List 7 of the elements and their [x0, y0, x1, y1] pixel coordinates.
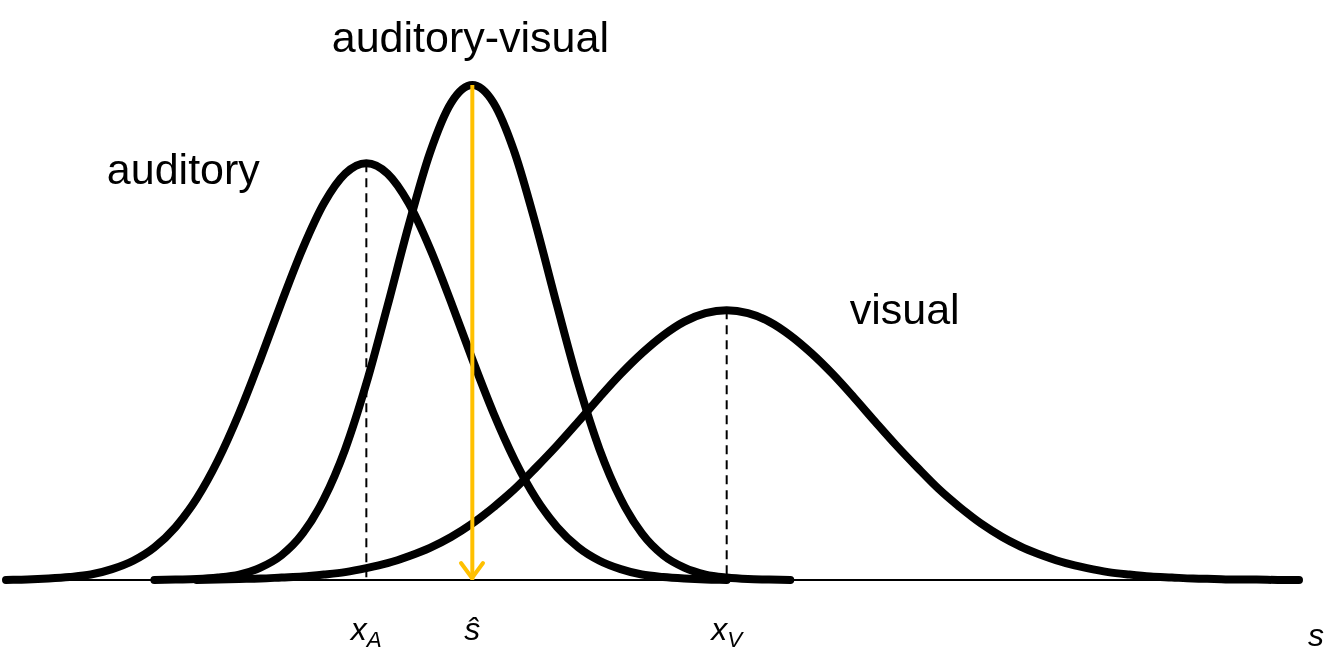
x-tick-label: x$_{V}$ [711, 611, 743, 652]
x-axis-title: s [1308, 617, 1324, 652]
series-label: visual [849, 285, 960, 334]
series-label: auditory [106, 145, 261, 194]
x-tick-label: ŝ [464, 611, 481, 647]
x-tick-label: x$_{A}$ [350, 611, 382, 652]
series-label: auditory-visual [331, 12, 609, 61]
